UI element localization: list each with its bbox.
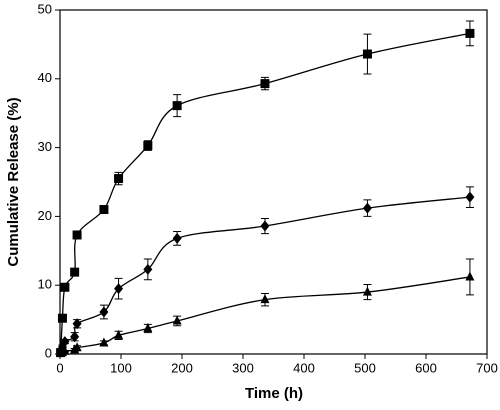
marker	[70, 331, 80, 343]
marker	[60, 282, 70, 292]
marker	[362, 202, 372, 214]
marker	[465, 28, 475, 38]
marker	[143, 263, 153, 275]
marker	[99, 205, 109, 215]
marker	[362, 286, 372, 296]
marker	[72, 318, 82, 330]
marker	[143, 141, 153, 151]
marker	[70, 267, 80, 277]
x-tick-label: 300	[232, 360, 254, 375]
marker	[260, 79, 270, 89]
marker	[60, 336, 70, 348]
marker	[260, 220, 270, 232]
marker	[72, 230, 82, 240]
marker	[465, 191, 475, 203]
y-tick-label: 20	[38, 208, 52, 223]
marker	[260, 294, 270, 304]
marker	[72, 342, 82, 352]
marker	[172, 315, 182, 325]
x-tick-label: 600	[415, 360, 437, 375]
marker	[114, 174, 124, 184]
x-tick-label: 400	[293, 360, 315, 375]
y-tick-label: 40	[38, 70, 52, 85]
marker	[99, 337, 109, 347]
marker	[465, 271, 475, 281]
marker	[172, 232, 182, 244]
y-tick-label: 30	[38, 139, 52, 154]
x-tick-label: 0	[56, 360, 63, 375]
plot-frame	[59, 9, 488, 355]
y-tick-label: 0	[45, 345, 52, 360]
marker	[60, 345, 70, 355]
marker	[99, 306, 109, 318]
marker	[362, 49, 372, 59]
marker	[114, 329, 124, 339]
y-axis-title: Cumulative Release (%)	[5, 97, 22, 266]
x-tick-label: 100	[110, 360, 132, 375]
y-tick-label: 50	[38, 1, 52, 16]
x-axis-title: Time (h)	[245, 385, 303, 402]
marker	[114, 283, 124, 295]
x-tick-label: 200	[171, 360, 193, 375]
x-tick-label: 700	[476, 360, 498, 375]
marker	[172, 101, 182, 111]
y-tick-label: 10	[38, 277, 52, 292]
marker	[57, 313, 67, 323]
x-tick-label: 500	[354, 360, 376, 375]
marker	[143, 323, 153, 333]
